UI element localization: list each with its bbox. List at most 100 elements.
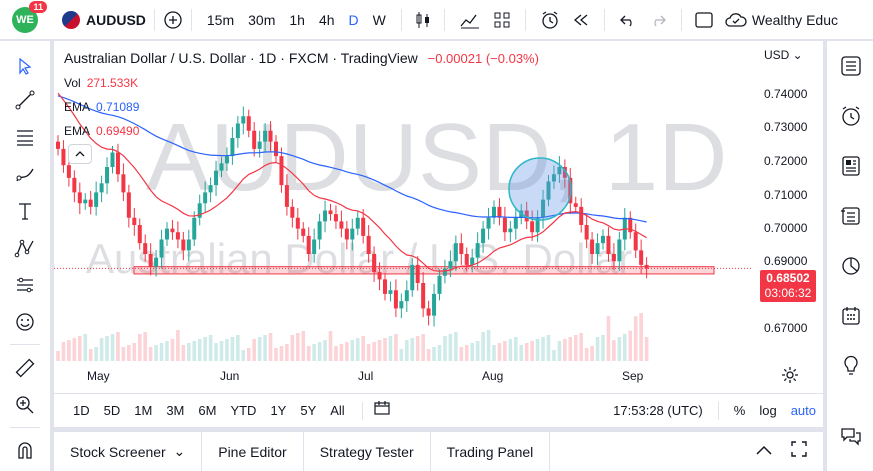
volume-bar	[557, 341, 562, 361]
price-label: 0.70000	[764, 221, 808, 235]
tab-stock-screener[interactable]: Stock Screener ⌄	[54, 432, 203, 471]
news-icon[interactable]	[827, 141, 873, 191]
symbol-search-button[interactable]: AUDUSD	[86, 11, 146, 28]
volume-bar	[595, 337, 600, 361]
collapse-legend-button[interactable]	[68, 144, 92, 164]
fullscreen-square-icon[interactable]	[690, 0, 718, 40]
candle	[132, 217, 137, 225]
indicator-ema-red[interactable]: EMA 0.69490	[64, 124, 139, 138]
volume-bar	[105, 336, 109, 361]
timeframe-1w[interactable]: W	[372, 11, 386, 28]
indicators-icon[interactable]	[453, 0, 487, 40]
volume-bar	[573, 335, 578, 361]
alarm-clock-icon[interactable]	[827, 91, 873, 141]
indicator-name: EMA	[64, 124, 91, 138]
notification-badge: 11	[29, 0, 47, 13]
redo-icon[interactable]	[643, 0, 673, 40]
range-ytd[interactable]: YTD	[230, 403, 257, 418]
utc-clock[interactable]: 17:53:28 (UTC)	[613, 403, 703, 418]
lightbulb-icon[interactable]	[827, 341, 873, 391]
volume-bar	[56, 351, 60, 361]
candle	[192, 217, 197, 240]
candle	[274, 141, 278, 157]
range-5y[interactable]: 5Y	[300, 403, 317, 418]
candle	[442, 268, 447, 276]
range-5d[interactable]: 5D	[103, 403, 121, 418]
candle	[246, 116, 251, 131]
candle	[72, 177, 77, 193]
chat-icon[interactable]	[827, 411, 873, 461]
volume-bar	[617, 337, 622, 361]
volume-bar	[606, 316, 611, 361]
range-all[interactable]: All	[330, 403, 345, 418]
undo-icon[interactable]	[613, 0, 643, 40]
text-tool-icon[interactable]	[0, 192, 50, 229]
price-label: 0.67000	[764, 321, 808, 335]
price-scale[interactable]: USD ⌄ 0.74000 0.73000 0.72000 0.71000 0.…	[752, 41, 823, 361]
percent-scale-toggle[interactable]: %	[733, 403, 746, 418]
candle	[492, 206, 496, 218]
timeframe-15m[interactable]: 15m	[206, 11, 235, 28]
trend-line-icon[interactable]	[0, 81, 50, 118]
current-price-tag: 0.68502 03:06:32	[760, 270, 816, 302]
chart-pane[interactable]: AUDUSD, 1D Australian Dollar / U.S. Doll…	[54, 41, 823, 427]
magnet-icon[interactable]	[0, 432, 50, 469]
brush-icon[interactable]	[0, 155, 50, 192]
candle	[94, 192, 99, 207]
compare-symbol-icon[interactable]	[163, 0, 183, 40]
user-avatar[interactable]: WE 11	[12, 0, 47, 33]
ruler-icon[interactable]	[0, 349, 50, 386]
highlight-circle	[508, 157, 572, 221]
data-window-icon[interactable]	[827, 241, 873, 291]
tab-trading-panel[interactable]: Trading Panel	[431, 432, 551, 471]
candle	[235, 123, 240, 138]
forecast-tool-icon[interactable]	[0, 266, 50, 303]
tab-pine-editor[interactable]: Pine Editor	[202, 432, 304, 471]
tab-strategy-tester[interactable]: Strategy Tester	[304, 432, 431, 471]
volume-bar	[312, 344, 316, 361]
volume-bar	[623, 333, 627, 361]
log-scale-toggle[interactable]: log	[759, 403, 777, 418]
replay-icon[interactable]	[566, 0, 596, 40]
volume-bar	[225, 339, 229, 361]
chart-settings-icon[interactable]	[781, 366, 799, 389]
cursor-icon[interactable]	[0, 51, 50, 81]
volume-bar	[83, 334, 88, 361]
indicator-ema-blue[interactable]: EMA 0.71089	[64, 100, 139, 114]
pattern-tool-icon[interactable]	[0, 229, 50, 266]
candle	[502, 217, 507, 233]
ideas-list-icon[interactable]	[827, 191, 873, 241]
volume-bar	[214, 343, 218, 361]
timeframe-1d[interactable]: D	[348, 11, 359, 28]
auto-scale-toggle[interactable]: auto	[790, 403, 816, 418]
maximize-panel-icon[interactable]	[783, 441, 823, 462]
watchlist-icon[interactable]	[827, 41, 873, 91]
currency-selector[interactable]: USD ⌄	[764, 48, 803, 62]
cloud-layout-icon[interactable]	[718, 0, 752, 40]
timeframe-4h[interactable]: 4h	[318, 11, 335, 28]
candle-style-icon[interactable]	[410, 0, 436, 40]
volume-bar	[339, 344, 344, 361]
alert-clock-icon[interactable]	[534, 0, 566, 40]
templates-icon[interactable]	[487, 0, 517, 40]
fib-retracement-icon[interactable]	[0, 118, 50, 155]
calendar-icon[interactable]	[827, 291, 873, 341]
layout-name[interactable]: Wealthy Educ	[751, 11, 838, 28]
candlestick-chart[interactable]	[54, 41, 752, 366]
zoom-in-icon[interactable]	[0, 386, 50, 423]
range-3m[interactable]: 3M	[166, 403, 185, 418]
timeframe-1h[interactable]: 1h	[289, 11, 305, 28]
indicator-volume[interactable]: Vol 271.533K	[64, 76, 138, 90]
emoji-icon[interactable]	[0, 303, 50, 340]
volume-bar	[415, 336, 420, 361]
chevron-up-icon[interactable]	[745, 443, 783, 461]
volume-bar	[252, 339, 256, 361]
range-1d[interactable]: 1D	[73, 403, 90, 418]
range-1y[interactable]: 1Y	[270, 403, 287, 418]
timeframe-30m[interactable]: 30m	[248, 11, 276, 28]
range-1m[interactable]: 1M	[134, 403, 153, 418]
volume-bar	[372, 342, 376, 361]
goto-date-icon[interactable]	[373, 400, 391, 421]
volume-bar	[170, 339, 175, 361]
range-6m[interactable]: 6M	[198, 403, 217, 418]
